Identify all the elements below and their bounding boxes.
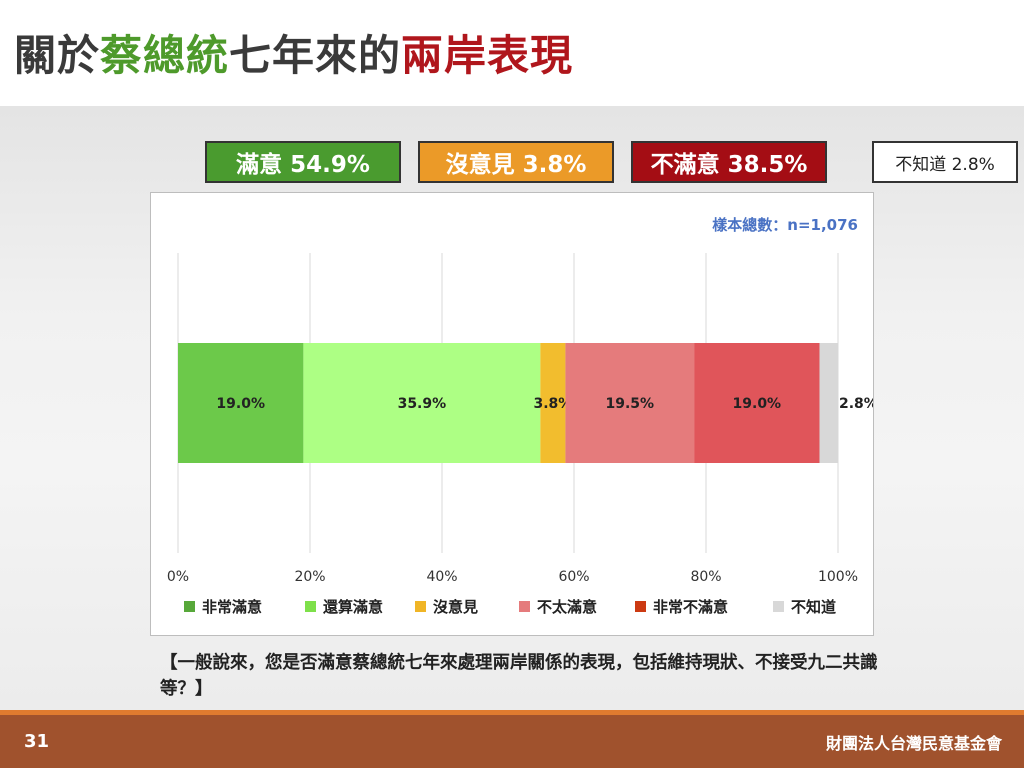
title-part-2: 蔡總統	[100, 31, 230, 80]
survey-question: 【一般說來，您是否滿意蔡總統七年來處理兩岸關係的表現，包括維持現狀、不接受九二共…	[160, 653, 878, 699]
x-tick-label: 60%	[558, 569, 589, 585]
bar-segment-4	[565, 343, 695, 463]
bar-segment-1	[178, 343, 304, 463]
summary-box-dont-know: 不知道 2.8%	[872, 141, 1018, 183]
sample-size-note: 樣本總數：n=1,076	[712, 216, 858, 234]
legend-swatch-6	[773, 601, 784, 612]
bar-segment-6	[819, 343, 838, 463]
title-part-4: 兩岸表現	[401, 31, 574, 80]
legend-swatch-1	[184, 601, 195, 612]
legend-label-2: 還算滿意	[323, 598, 383, 616]
chart-panel: 0% 20% 40% 60% 80% 100% 19.0% 35.9% 3.8% 19.5% 19.…	[150, 192, 874, 636]
footer-accent-line	[0, 710, 1024, 715]
summary-box-no-opinion: 沒意見 3.8%	[418, 141, 614, 183]
x-tick-label: 100%	[818, 569, 858, 585]
title-part-3: 七年來的	[229, 31, 402, 80]
x-tick-label: 80%	[690, 569, 721, 585]
legend-label-1: 非常滿意	[202, 598, 262, 616]
data-label-1: 19.0%	[216, 396, 265, 412]
summary-label-satisfied: 滿意 54.9%	[236, 152, 370, 178]
summary-label-no-opinion: 沒意見 3.8%	[445, 152, 587, 178]
data-label-3: 3.8%	[533, 396, 572, 412]
bar-segment-3	[540, 343, 566, 463]
stacked-bar-chart: 0% 20% 40% 60% 80% 100% 19.0% 35.9% 3.8% 19.5% 19.…	[167, 216, 873, 616]
bar-segment-5	[694, 343, 820, 463]
data-label-5: 19.0%	[733, 396, 782, 412]
summary-box-satisfied: 滿意 54.9%	[205, 141, 401, 183]
x-tick-label: 40%	[426, 569, 457, 585]
footer-bar: 31 財團法人台灣民意基金會	[0, 715, 1024, 768]
bar-segment-2	[303, 343, 541, 463]
legend-label-4: 不太滿意	[537, 598, 597, 616]
legend-swatch-4	[519, 601, 530, 612]
legend-label-6: 不知道	[791, 598, 836, 616]
data-label-4: 19.5%	[605, 396, 654, 412]
legend-label-3: 沒意見	[433, 598, 478, 616]
page-title: 關於蔡總統七年來的兩岸表現	[14, 26, 573, 86]
summary-label-dont-know: 不知道 2.8%	[895, 154, 995, 175]
x-tick-label: 0%	[167, 569, 189, 585]
title-part-1: 關於	[14, 31, 101, 80]
legend-label-5: 非常不滿意	[653, 598, 728, 616]
legend-swatch-5	[635, 601, 646, 612]
data-label-2: 35.9%	[398, 396, 447, 412]
x-tick-label: 20%	[294, 569, 325, 585]
data-label-6: 2.8%	[839, 396, 873, 412]
summary-label-dissatisfied: 不滿意 38.5%	[650, 152, 808, 178]
page-number: 31	[24, 731, 50, 752]
organization-name: 財團法人台灣民意基金會	[825, 734, 1002, 753]
legend-swatch-2	[305, 601, 316, 612]
legend-swatch-3	[415, 601, 426, 612]
summary-box-dissatisfied: 不滿意 38.5%	[631, 141, 827, 183]
